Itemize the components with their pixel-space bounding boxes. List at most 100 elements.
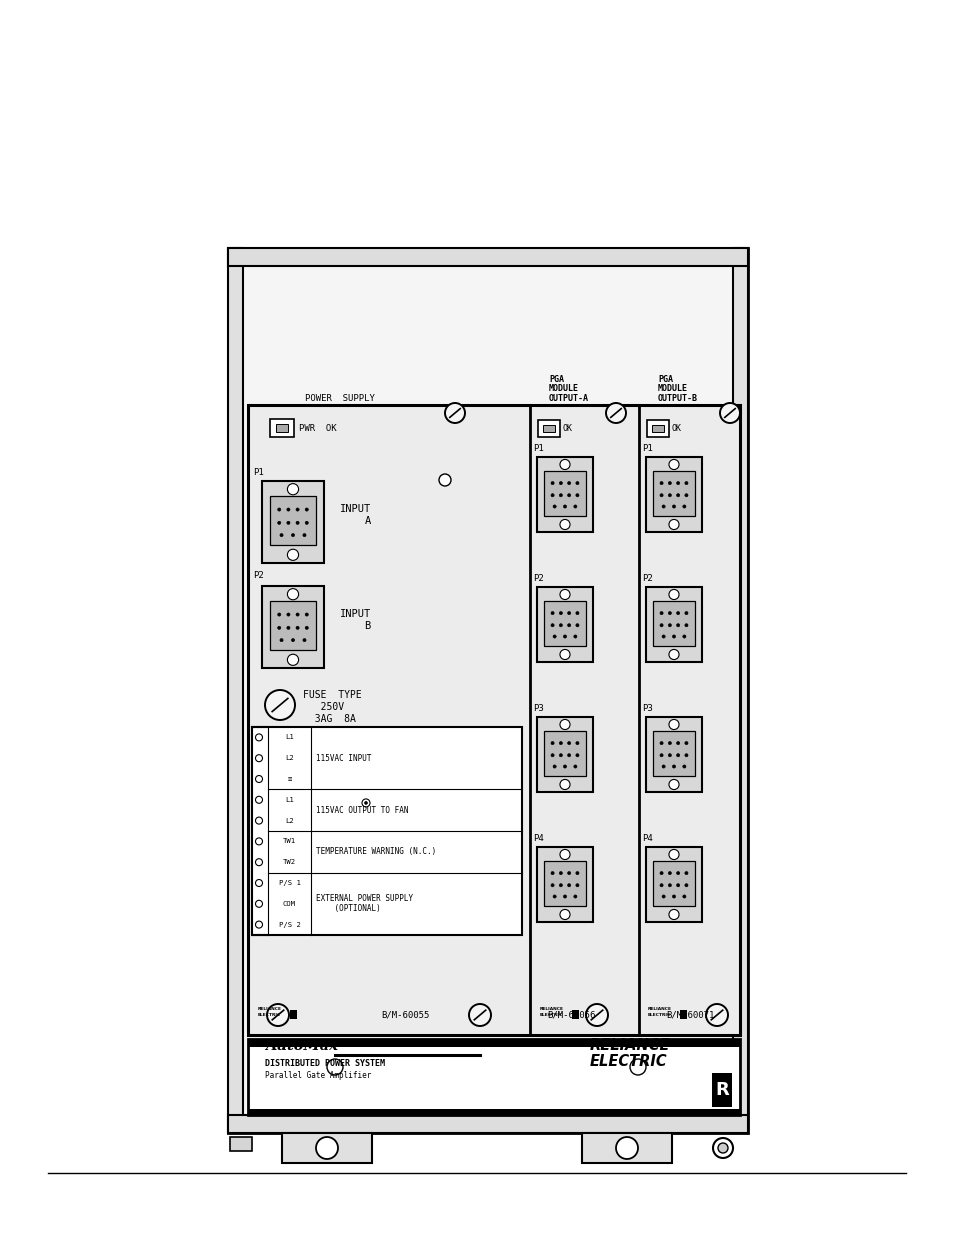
- Circle shape: [567, 624, 570, 627]
- Circle shape: [255, 797, 262, 803]
- Circle shape: [676, 611, 679, 615]
- Bar: [270, 600, 315, 650]
- Circle shape: [302, 638, 306, 642]
- Text: ELECTRIC: ELECTRIC: [647, 1013, 671, 1016]
- Bar: [248, 1039, 740, 1047]
- Bar: [653, 471, 694, 515]
- Text: P1: P1: [533, 445, 543, 453]
- Circle shape: [255, 879, 262, 887]
- Circle shape: [668, 650, 679, 659]
- Bar: [544, 730, 585, 776]
- Circle shape: [684, 884, 687, 887]
- Circle shape: [553, 505, 556, 508]
- Circle shape: [668, 909, 679, 920]
- Text: RELIANCE: RELIANCE: [539, 1007, 563, 1011]
- Circle shape: [255, 858, 262, 866]
- Text: P3: P3: [533, 704, 543, 713]
- Circle shape: [559, 779, 570, 789]
- Circle shape: [668, 459, 679, 469]
- Bar: [645, 587, 701, 662]
- Circle shape: [661, 895, 664, 898]
- Text: DISTRIBUTED POWER SYSTEM: DISTRIBUTED POWER SYSTEM: [265, 1058, 385, 1068]
- Circle shape: [659, 494, 662, 496]
- Text: 115VAC INPUT: 115VAC INPUT: [315, 753, 371, 763]
- Circle shape: [667, 884, 671, 887]
- Circle shape: [558, 494, 562, 496]
- Circle shape: [563, 635, 566, 638]
- Bar: [653, 600, 694, 646]
- Circle shape: [315, 1137, 337, 1158]
- Circle shape: [559, 650, 570, 659]
- Circle shape: [277, 626, 280, 630]
- Text: TW1: TW1: [283, 839, 295, 845]
- Circle shape: [682, 635, 685, 638]
- Circle shape: [287, 550, 298, 561]
- Bar: [544, 861, 585, 905]
- Text: ≡: ≡: [287, 776, 292, 782]
- Circle shape: [551, 753, 554, 757]
- Circle shape: [668, 779, 679, 789]
- Text: PWR  OK: PWR OK: [298, 424, 336, 432]
- Circle shape: [553, 635, 556, 638]
- Bar: [711, 1073, 731, 1107]
- Circle shape: [558, 741, 562, 745]
- Circle shape: [287, 484, 298, 495]
- Text: RELIANCE: RELIANCE: [257, 1007, 282, 1011]
- Bar: [248, 1039, 740, 1115]
- Circle shape: [659, 611, 662, 615]
- Circle shape: [318, 1051, 351, 1083]
- Text: RELIANCE: RELIANCE: [589, 1037, 670, 1053]
- Circle shape: [551, 482, 554, 484]
- Circle shape: [684, 741, 687, 745]
- Circle shape: [567, 872, 570, 874]
- Circle shape: [659, 884, 662, 887]
- Text: INPUT
    A: INPUT A: [339, 504, 371, 526]
- Bar: [275, 424, 288, 432]
- Bar: [653, 730, 694, 776]
- Text: P2: P2: [641, 574, 652, 583]
- Circle shape: [277, 508, 280, 511]
- Circle shape: [668, 589, 679, 599]
- Circle shape: [712, 1137, 732, 1158]
- Circle shape: [676, 482, 679, 484]
- Bar: [248, 405, 740, 1035]
- Circle shape: [659, 624, 662, 627]
- Circle shape: [305, 508, 308, 511]
- Circle shape: [267, 1004, 289, 1026]
- Circle shape: [667, 753, 671, 757]
- Circle shape: [364, 802, 367, 804]
- Bar: [537, 457, 593, 532]
- Circle shape: [295, 508, 299, 511]
- Circle shape: [629, 1058, 645, 1074]
- Circle shape: [676, 624, 679, 627]
- Bar: [537, 718, 593, 792]
- Circle shape: [295, 613, 299, 616]
- Text: 250V: 250V: [303, 701, 344, 713]
- Circle shape: [659, 872, 662, 874]
- Circle shape: [567, 741, 570, 745]
- Circle shape: [684, 611, 687, 615]
- Bar: [652, 425, 663, 432]
- Text: B/M-60055: B/M-60055: [380, 1010, 429, 1020]
- Bar: [252, 727, 521, 935]
- Text: TW2: TW2: [283, 860, 295, 866]
- Circle shape: [302, 534, 306, 537]
- Circle shape: [668, 520, 679, 530]
- Circle shape: [576, 872, 578, 874]
- Circle shape: [676, 872, 679, 874]
- Text: COM: COM: [283, 900, 295, 906]
- Bar: [228, 248, 747, 1132]
- Circle shape: [563, 764, 566, 768]
- Circle shape: [305, 613, 308, 616]
- Text: P4: P4: [641, 834, 652, 844]
- Circle shape: [659, 753, 662, 757]
- Text: ELECTRIC: ELECTRIC: [257, 1013, 281, 1016]
- Circle shape: [255, 776, 262, 783]
- Bar: [645, 718, 701, 792]
- Bar: [262, 585, 324, 668]
- Text: P3: P3: [641, 704, 652, 713]
- Circle shape: [291, 534, 294, 537]
- Circle shape: [667, 482, 671, 484]
- Circle shape: [567, 611, 570, 615]
- Circle shape: [255, 921, 262, 927]
